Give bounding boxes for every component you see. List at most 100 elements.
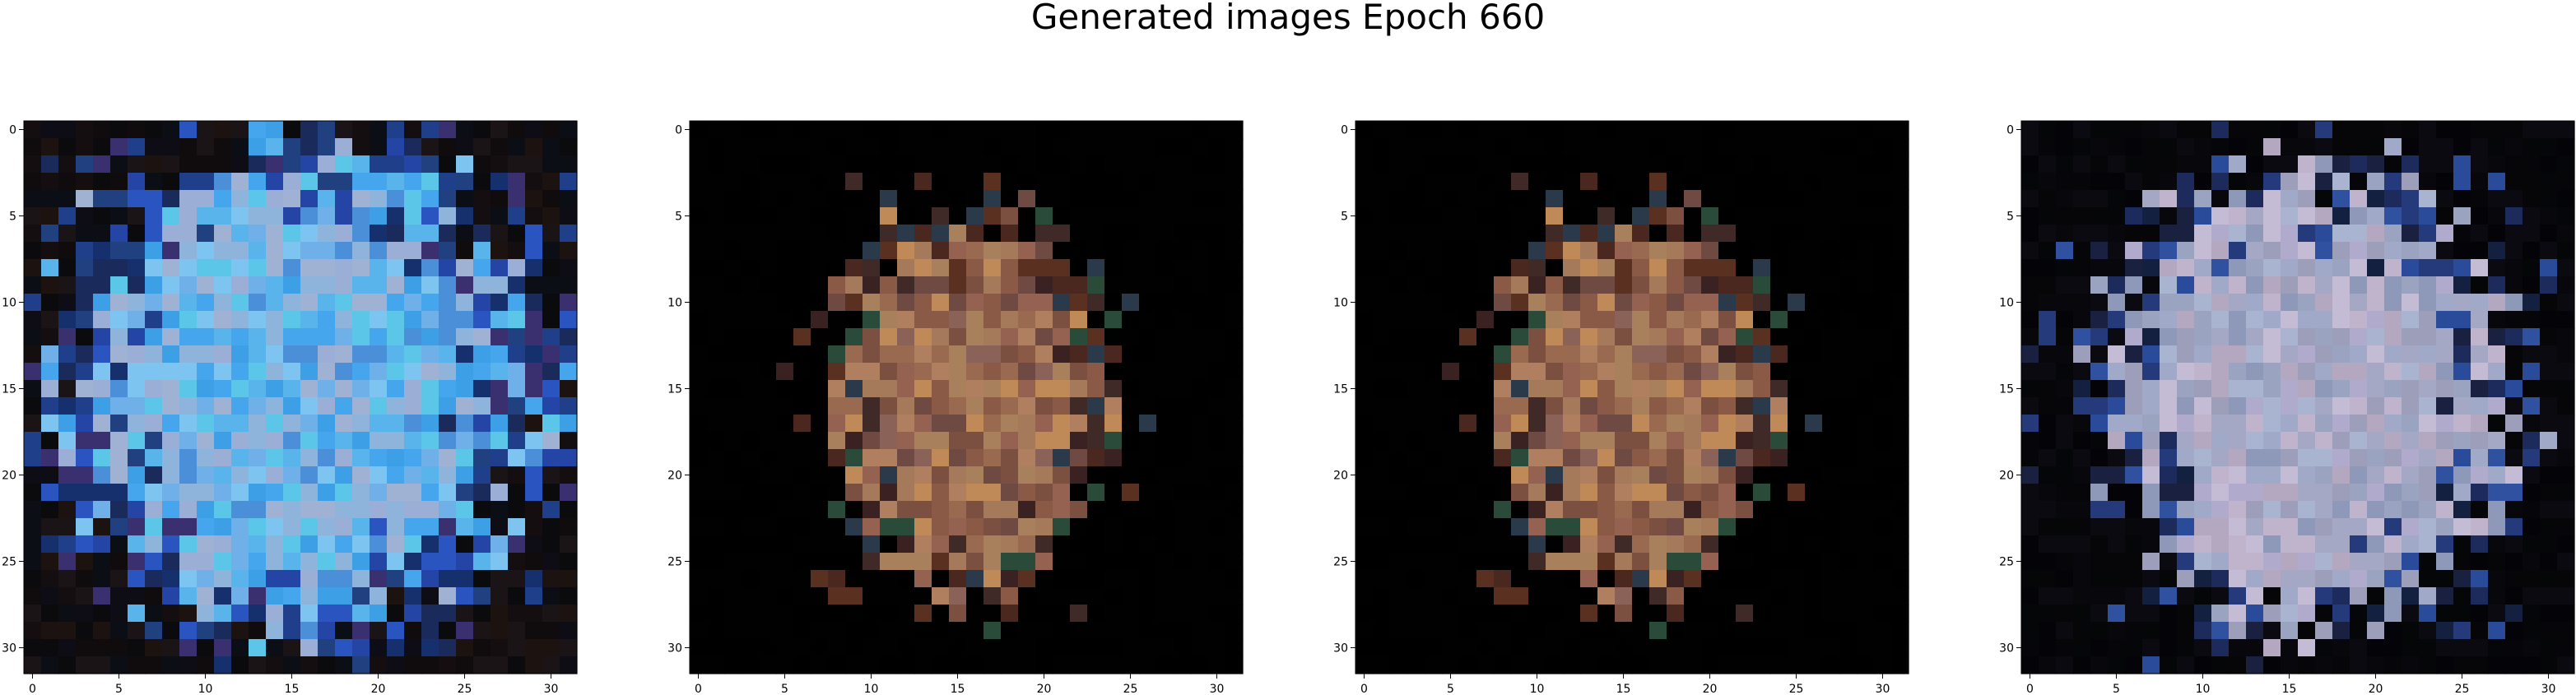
pixel	[2039, 415, 2057, 433]
pixel	[1156, 484, 1174, 502]
pixel	[2453, 639, 2471, 657]
pixel	[2056, 276, 2074, 294]
pixel	[966, 207, 984, 225]
pixel	[1597, 121, 1616, 139]
axes-frame	[2020, 120, 2575, 674]
pixel	[58, 121, 77, 139]
pixel	[2557, 121, 2575, 139]
pixel	[1770, 415, 1788, 433]
pixel	[1459, 639, 1477, 657]
pixel	[1822, 138, 1840, 156]
pixel	[1494, 173, 1512, 191]
pixel	[2177, 225, 2195, 243]
pixel	[525, 190, 543, 208]
pixel	[2056, 242, 2074, 260]
pixel	[1139, 587, 1157, 605]
pixel	[690, 484, 708, 502]
pixel	[2350, 138, 2368, 156]
pixel	[811, 138, 829, 156]
pixel	[1788, 518, 1806, 536]
pixel	[1208, 605, 1226, 623]
pixel	[352, 294, 370, 312]
pixel	[93, 501, 111, 519]
pixel	[24, 138, 42, 156]
pixel	[2090, 466, 2109, 484]
pixel	[2505, 656, 2523, 674]
pixel	[2402, 553, 2420, 571]
pixel	[2367, 242, 2385, 260]
pixel	[1649, 121, 1667, 139]
pixel	[1425, 656, 1443, 674]
pixel	[1208, 518, 1226, 536]
pixel	[1390, 345, 1408, 364]
pixel	[2350, 432, 2368, 450]
pixel	[1156, 415, 1174, 433]
pixel	[880, 397, 898, 415]
pixel	[318, 225, 336, 243]
pixel	[318, 155, 336, 174]
pixel	[542, 276, 560, 294]
pixel	[690, 294, 708, 312]
pixel	[2540, 415, 2558, 433]
pixel	[2211, 259, 2230, 277]
pixel	[2246, 363, 2264, 381]
pixel	[1788, 363, 1806, 381]
pixel	[2350, 242, 2368, 260]
y-tick-label: 15	[1333, 383, 1348, 396]
pixel	[863, 121, 881, 139]
pixel	[1156, 155, 1174, 174]
pixel	[110, 622, 128, 640]
pixel	[1373, 276, 1391, 294]
pixel	[1494, 587, 1512, 605]
pixel	[2315, 276, 2333, 294]
pixel	[1580, 173, 1598, 191]
pixel	[162, 190, 180, 208]
pixel	[2056, 311, 2074, 329]
pixel	[214, 587, 232, 605]
pixel	[1805, 173, 1823, 191]
pixel	[690, 449, 708, 467]
pixel	[370, 535, 388, 554]
pixel	[1442, 173, 1460, 191]
pixel	[439, 242, 457, 260]
pixel	[1494, 639, 1512, 657]
pixel	[214, 363, 232, 381]
pixel	[1018, 535, 1036, 554]
pixel	[690, 311, 708, 329]
pixel	[1018, 553, 1036, 571]
pixel	[1087, 173, 1105, 191]
pixel	[2263, 380, 2281, 398]
pixel	[525, 656, 543, 674]
pixel	[335, 466, 353, 484]
pixel	[1788, 138, 1806, 156]
pixel	[742, 173, 760, 191]
pixel	[759, 605, 777, 623]
pixel	[2281, 138, 2299, 156]
pixel	[1528, 415, 1546, 433]
pixel	[2281, 173, 2299, 191]
pixel	[1632, 328, 1650, 346]
pixel	[1104, 484, 1123, 502]
pixel	[742, 656, 760, 674]
pixel	[966, 449, 984, 467]
pixel	[2160, 242, 2178, 260]
pixel	[793, 242, 811, 260]
pixel	[1770, 190, 1788, 208]
pixel	[2108, 242, 2126, 260]
pixel	[1139, 484, 1157, 502]
pixel	[828, 466, 846, 484]
pixel	[128, 553, 146, 571]
pixel	[1788, 328, 1806, 346]
pixel	[1001, 259, 1019, 277]
pixel	[2263, 432, 2281, 450]
pixel	[525, 225, 543, 243]
pixel	[949, 311, 967, 329]
pixel	[759, 535, 777, 554]
pixel	[690, 345, 708, 364]
pixel	[2453, 138, 2471, 156]
pixel	[214, 259, 232, 277]
pixel	[2056, 207, 2074, 225]
pixel	[1701, 345, 1719, 364]
pixel	[1122, 449, 1140, 467]
pixel	[966, 656, 984, 674]
